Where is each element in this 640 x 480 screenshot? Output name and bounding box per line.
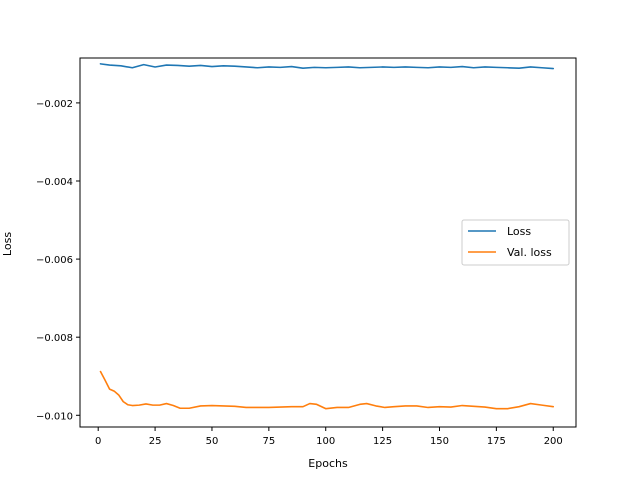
x-tick-label: 25 — [149, 436, 162, 447]
x-axis: 0 25 50 75 100 125 150 175 200 — [95, 427, 563, 447]
legend-label-loss: Loss — [507, 225, 531, 238]
y-tick-label: −0.002 — [36, 99, 73, 110]
legend: Loss Val. loss — [461, 219, 570, 266]
x-tick-label: 125 — [373, 436, 392, 447]
series-line-loss — [99, 63, 555, 70]
y-tick-label: −0.010 — [36, 411, 73, 422]
legend-label-val-loss: Val. loss — [507, 246, 552, 259]
y-tick-label: −0.006 — [36, 255, 73, 266]
x-tick-label: 50 — [206, 436, 219, 447]
x-axis-label: Epochs — [308, 457, 348, 470]
series-layer — [99, 63, 555, 410]
series-line-val-loss — [99, 370, 555, 410]
x-tick-label: 200 — [544, 436, 563, 447]
x-tick-label: 175 — [487, 436, 506, 447]
y-tick-label: −0.004 — [36, 177, 73, 188]
y-axis-label: Loss — [1, 232, 14, 256]
x-tick-label: 150 — [430, 436, 449, 447]
y-tick-label: −0.008 — [36, 333, 73, 344]
x-tick-label: 75 — [262, 436, 275, 447]
y-axis: −0.002 −0.004 −0.006 −0.008 −0.010 — [36, 99, 80, 422]
plot-frame — [79, 57, 577, 428]
x-tick-label: 0 — [95, 436, 101, 447]
x-tick-label: 100 — [316, 436, 335, 447]
